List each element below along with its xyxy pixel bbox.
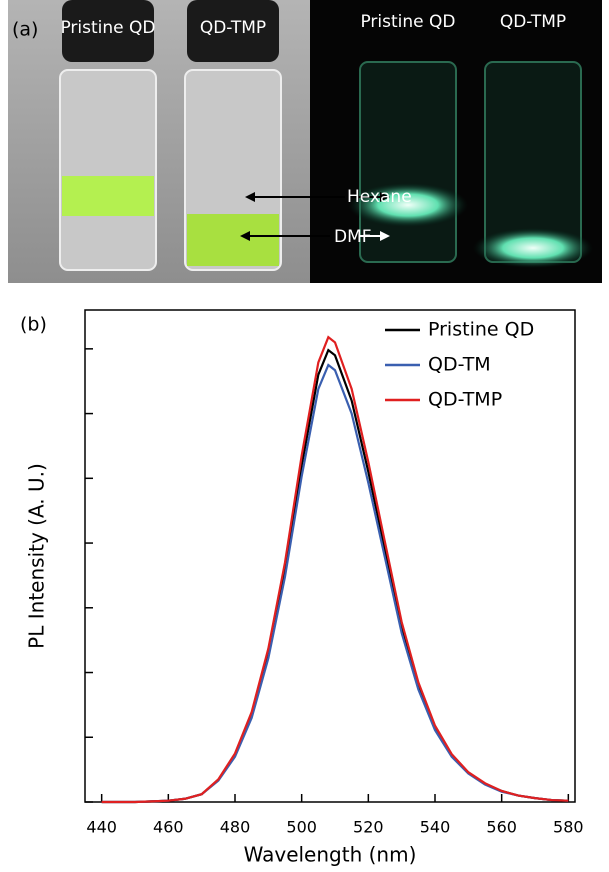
vial-label: QD-TMP (200, 18, 266, 38)
vial-label: QD-TMP (500, 12, 566, 32)
series-line (101, 363, 569, 804)
plot-frame (84, 309, 576, 803)
x-tick-label: 500 (286, 818, 317, 837)
x-tick-label: 580 (553, 818, 584, 837)
legend-label: QD-TM (428, 354, 491, 376)
x-axis-label: Wavelength (nm) (244, 843, 417, 867)
panel-label: (b) (20, 314, 47, 336)
panel-label: (a) (12, 19, 38, 41)
legend-label: Pristine QD (428, 319, 534, 341)
x-tick-label: 520 (353, 818, 384, 837)
x-tick-label: 480 (220, 818, 251, 837)
vial-label: Pristine QD (360, 12, 455, 32)
x-tick-label: 540 (420, 818, 451, 837)
layer-label: Hexane (347, 187, 412, 207)
chart: (b) Wavelength (nm) PL Intensity (A. U.)… (20, 309, 584, 867)
series-line (101, 335, 569, 804)
vial-label: Pristine QD (60, 18, 155, 38)
series-line (101, 348, 569, 804)
legend-label: QD-TMP (428, 389, 502, 411)
layer-label: DMF (334, 227, 372, 247)
x-tick-label: 440 (86, 818, 117, 837)
y-axis-label: PL Intensity (A. U.) (25, 463, 49, 649)
photo: (a) Pristine QD QD-TMP Pristine QD QD-TM… (8, 0, 602, 283)
x-tick-label: 460 (153, 818, 184, 837)
x-tick-label: 560 (486, 818, 517, 837)
